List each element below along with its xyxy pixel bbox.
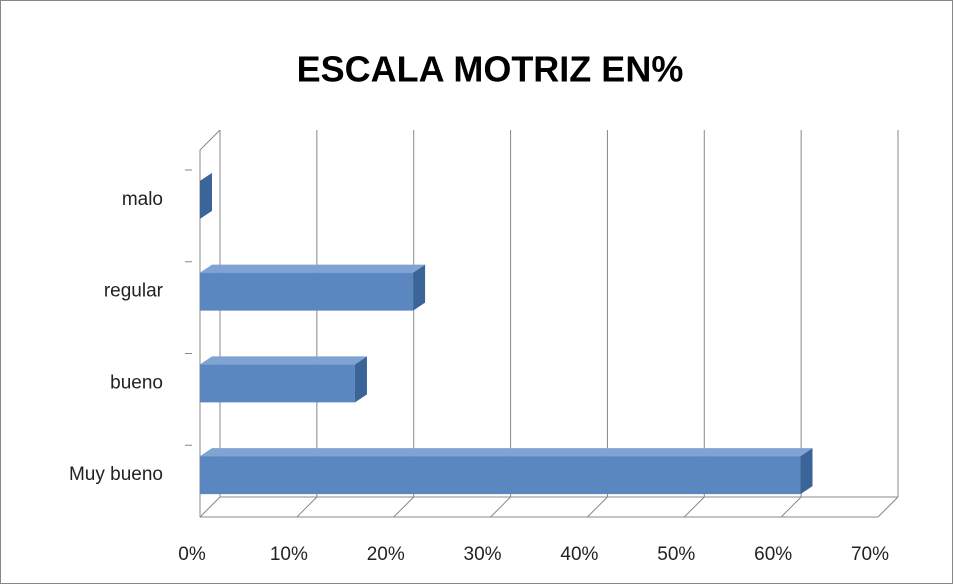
bar [200,364,355,402]
y-tick-label: malo [122,189,163,210]
y-tick-label: Muy bueno [69,464,163,485]
bar-side [200,173,212,219]
y-tick-label: bueno [110,372,163,393]
x-tick-label: 30% [464,544,502,565]
x-tick-label: 20% [367,544,405,565]
x-tick-label: 0% [178,544,206,565]
x-tick-label: 50% [657,544,695,565]
chart: ESCALA MOTRIZ EN% 0% 10% 20% 30% 40% 50% 60% 70… [0,0,954,584]
x-tick-label: 70% [851,544,889,565]
bar [200,456,801,494]
y-tick-label: regular [104,281,164,302]
x-tick-label: 10% [270,544,308,565]
bar-side [355,356,367,402]
bar-side [801,448,813,494]
x-tick-label: 40% [560,544,598,565]
bar-top [200,356,367,364]
chart-title: ESCALA MOTRIZ EN% [297,49,684,90]
bar-side [413,265,425,311]
bar [200,273,413,311]
bar-top [200,265,425,273]
bar-top [200,448,813,456]
x-tick-label: 60% [754,544,792,565]
